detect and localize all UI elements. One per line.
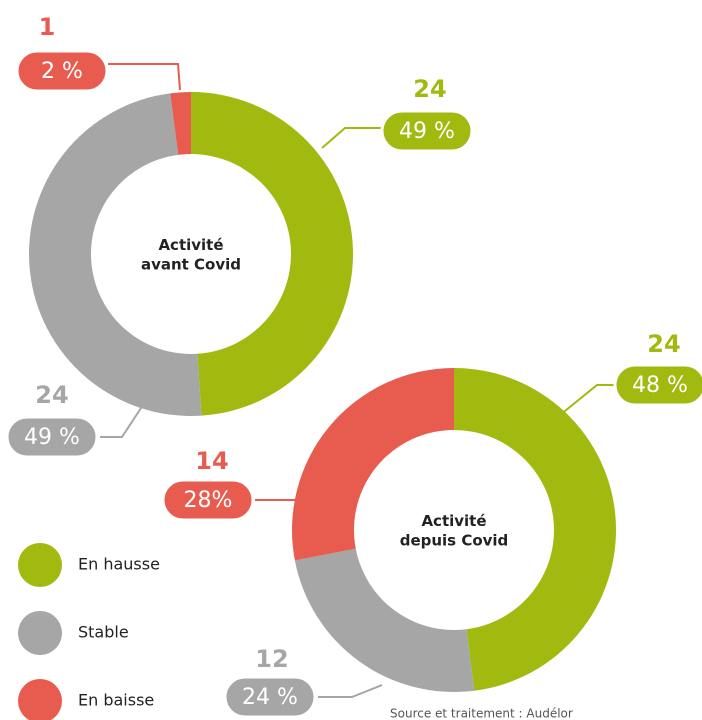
count-label: 12 bbox=[255, 645, 288, 673]
percent-label: 28% bbox=[184, 488, 233, 513]
percent-label: 24 % bbox=[242, 685, 298, 710]
percent-label: 49 % bbox=[24, 425, 80, 450]
leader-line bbox=[108, 63, 181, 91]
legend-swatch bbox=[18, 611, 62, 655]
count-label: 1 bbox=[39, 13, 56, 41]
source: Source et traitement : Audélor bbox=[390, 707, 573, 720]
center-title: Activité depuis Covid bbox=[400, 512, 509, 550]
center-title-line: avant Covid bbox=[141, 255, 241, 273]
donut-slice bbox=[294, 548, 475, 692]
legend-swatch bbox=[18, 543, 62, 587]
center-title-line: Activité bbox=[421, 512, 486, 530]
donut-slice bbox=[454, 368, 616, 691]
leader-line bbox=[321, 127, 383, 149]
donut-slice bbox=[28, 93, 202, 417]
percent-label: 2 % bbox=[41, 59, 83, 84]
center-title-line: depuis Covid bbox=[400, 531, 509, 549]
pill bbox=[380, 109, 474, 153]
percent-label: 49 % bbox=[399, 119, 455, 144]
pill bbox=[613, 363, 702, 407]
leader-line bbox=[318, 684, 383, 698]
legend-label: En hausse bbox=[78, 555, 160, 574]
legend-swatch bbox=[18, 679, 62, 720]
donut-slice bbox=[170, 92, 191, 155]
percent-label: 48 % bbox=[632, 373, 688, 398]
count-label: 14 bbox=[195, 447, 228, 475]
donut-slice bbox=[292, 368, 454, 561]
count-label: 24 bbox=[413, 75, 446, 103]
legend-label: Stable bbox=[78, 623, 129, 642]
center-title: Activité avant Covid bbox=[141, 236, 241, 274]
leader-line bbox=[100, 404, 144, 438]
count-label: 24 bbox=[647, 330, 680, 358]
pill bbox=[5, 415, 99, 459]
count-label: 24 bbox=[35, 381, 68, 409]
leader-line bbox=[559, 384, 618, 416]
pill bbox=[161, 478, 255, 522]
pill bbox=[223, 675, 317, 719]
center-title-line: Activité bbox=[158, 236, 223, 254]
pill bbox=[15, 49, 109, 93]
legend-label: En baisse bbox=[78, 691, 154, 710]
donut-slice bbox=[191, 92, 354, 416]
